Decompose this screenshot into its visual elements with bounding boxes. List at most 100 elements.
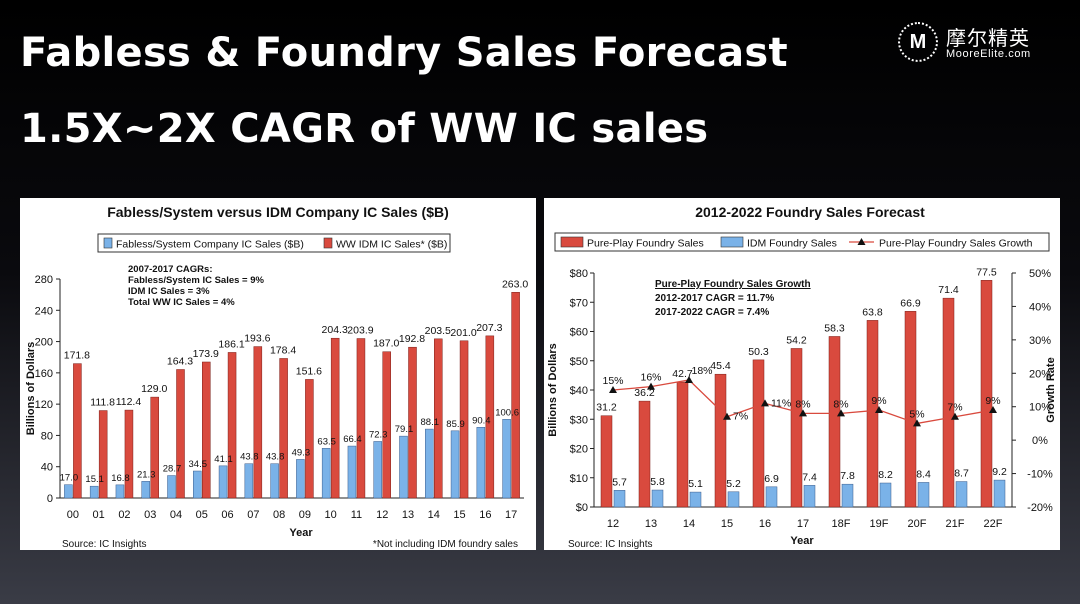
data-label-pureplay: 31.2 <box>596 402 617 414</box>
data-label-idm-foundry: 9.2 <box>992 466 1007 478</box>
bar-idm-foundry <box>993 479 1006 508</box>
x-tick-label: 09 <box>299 509 311 521</box>
y-tick-label: 160 <box>35 368 53 380</box>
logo-name-en: MooreElite.com <box>946 48 1031 60</box>
data-label-idm-foundry: 6.9 <box>764 473 779 485</box>
bar-idm-foundry <box>727 491 740 508</box>
growth-data-label: 18% <box>691 365 712 377</box>
data-label-idm: 203.5 <box>425 325 451 337</box>
data-label-idm: 201.0 <box>450 327 476 339</box>
bar-fabless <box>89 485 99 499</box>
x-tick-label: 22F <box>984 518 1003 530</box>
data-label-idm: 204.3 <box>322 324 348 336</box>
y-axis-title: Billions of Dollars <box>547 343 559 437</box>
data-label-fabless: 43.8 <box>266 452 285 463</box>
growth-data-label: 15% <box>602 375 623 387</box>
data-label-idm: 129.0 <box>141 383 167 395</box>
data-label-pureplay: 71.4 <box>938 284 959 296</box>
data-label-pureplay: 54.2 <box>786 334 807 346</box>
x-tick-label: 20F <box>908 518 927 530</box>
chart-title: 2012-2022 Foundry Sales Forecast <box>695 204 925 220</box>
y-tick-label: 0 <box>47 493 53 505</box>
growth-marker <box>799 409 807 417</box>
x-tick-label: 18F <box>832 518 851 530</box>
y-tick-label: $80 <box>570 268 588 280</box>
legend-box <box>554 232 1050 252</box>
bar-idm <box>459 340 469 499</box>
legend-box <box>97 233 451 253</box>
x-tick-label: 17 <box>797 518 809 530</box>
data-label-fabless: 63.5 <box>317 436 336 447</box>
x-tick-label: 17 <box>505 509 517 521</box>
x-tick-label: 13 <box>402 509 414 521</box>
data-label-pureplay: 66.9 <box>900 297 921 309</box>
bar-fabless <box>399 435 408 499</box>
data-label-idm: 178.4 <box>270 344 296 356</box>
cagr-annotation-line: Total WW IC Sales = 4% <box>128 297 235 308</box>
data-label-idm-foundry: 8.7 <box>954 468 969 480</box>
y-tick-label: 240 <box>35 305 53 317</box>
bar-idm-foundry <box>765 486 778 508</box>
bar-idm <box>408 346 417 499</box>
source-note: Source: IC Insights <box>62 539 146 550</box>
data-label-pureplay: 42.7 <box>672 368 693 380</box>
y2-tick-label: 10% <box>1029 402 1051 414</box>
data-label-fabless: 72.3 <box>369 429 388 440</box>
data-label-idm-foundry: 7.8 <box>840 470 855 482</box>
legend-label-growth: Pure-Play Foundry Sales Growth <box>879 238 1033 250</box>
y-tick-label: $70 <box>570 297 588 309</box>
x-tick-label: 07 <box>247 509 259 521</box>
data-label-idm: 193.6 <box>244 333 270 345</box>
legend-label-idm: WW IDM IC Sales* ($B) <box>336 239 447 251</box>
y-tick-label: $0 <box>576 502 588 514</box>
growth-data-label: 9% <box>871 395 886 407</box>
y-tick-label: 40 <box>41 462 53 474</box>
data-label-idm: 171.8 <box>64 350 90 362</box>
bar-idm <box>485 335 495 499</box>
y-tick-label: $60 <box>570 327 588 339</box>
data-label-pureplay: 58.3 <box>824 322 845 334</box>
bar-fabless <box>167 475 176 499</box>
cagr-annotation-line: 2012-2017 CAGR = 11.7% <box>655 293 774 304</box>
x-tick-label: 11 <box>351 509 362 521</box>
growth-data-label: 7% <box>947 402 962 414</box>
growth-marker <box>609 386 617 393</box>
x-tick-label: 19F <box>870 518 889 530</box>
y2-tick-label: 20% <box>1029 368 1051 380</box>
bar-idm <box>382 351 391 499</box>
data-label-idm: 111.8 <box>90 397 115 409</box>
legend-marker-growth <box>857 238 866 245</box>
x-tick-label: 08 <box>273 509 285 521</box>
x-tick-label: 13 <box>645 518 657 530</box>
data-label-fabless: 85.9 <box>446 419 465 430</box>
data-label-fabless: 16.8 <box>111 473 130 484</box>
growth-data-label: 7% <box>733 411 748 423</box>
x-tick-label: 16 <box>479 509 491 521</box>
y-axis-title: Billions of Dollars <box>25 342 37 436</box>
brand-logo: M 摩尔精英 MooreElite.com <box>898 20 1058 68</box>
data-label-pureplay: 77.5 <box>976 266 997 278</box>
bar-idm <box>356 338 366 499</box>
y-tick-label: 80 <box>41 430 53 442</box>
bar-idm <box>253 346 263 499</box>
data-label-idm: 187.0 <box>373 338 399 350</box>
bar-fabless <box>502 419 511 499</box>
data-label-idm: 203.9 <box>347 325 373 337</box>
data-label-pureplay: 36.2 <box>634 387 655 399</box>
growth-data-label: 8% <box>795 398 810 410</box>
y2-tick-label: -20% <box>1027 502 1053 514</box>
x-tick-label: 06 <box>221 509 233 521</box>
x-tick-label: 05 <box>196 509 208 521</box>
cagr-annotation-line: 2007-2017 CAGRs: <box>128 264 213 275</box>
data-label-pureplay: 45.4 <box>710 360 731 372</box>
y2-tick-label: 30% <box>1029 335 1051 347</box>
bar-fabless <box>450 430 460 499</box>
bar-idm <box>73 363 82 499</box>
bar-pureplay <box>600 415 613 508</box>
bar-fabless <box>115 484 125 499</box>
y-tick-label: 200 <box>35 337 53 349</box>
data-label-fabless: 28.7 <box>163 464 182 475</box>
y-tick-label: $40 <box>570 385 588 397</box>
legend-swatch-fabless <box>103 237 113 249</box>
bar-pureplay <box>638 400 651 508</box>
